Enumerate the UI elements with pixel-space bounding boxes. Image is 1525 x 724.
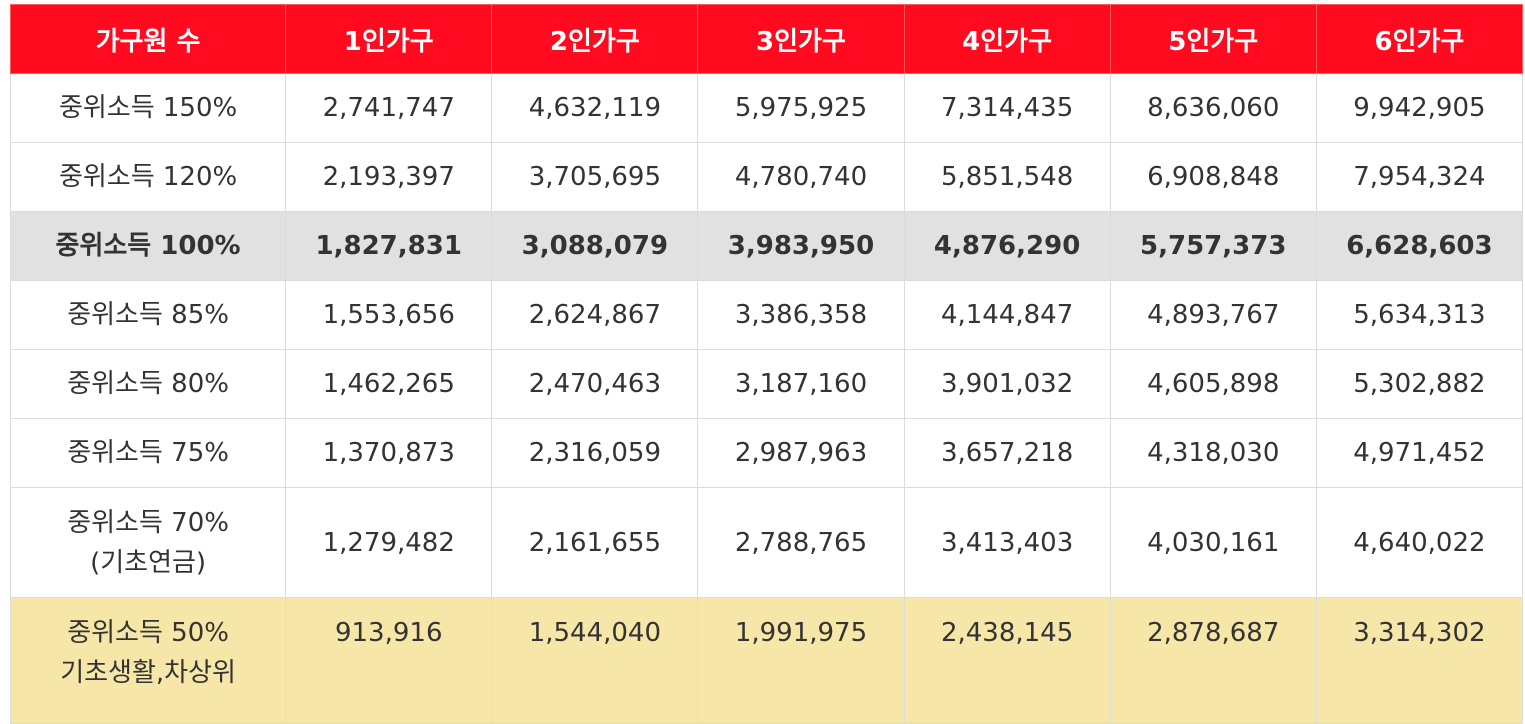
table-cell: 3,983,950 [697, 211, 905, 281]
row-label: 중위소득 80% [9, 349, 287, 419]
table-cell: 2,788,765 [697, 487, 905, 598]
row-label: 중위소득 75% [9, 418, 287, 488]
table-cell: 5,975,925 [697, 73, 905, 143]
table-cell: 3,088,079 [491, 211, 699, 281]
table-cell: 1,827,831 [285, 211, 493, 281]
table-row: 중위소득 70% (기초연금) 1,279,482 2,161,655 2,78… [9, 487, 1524, 598]
table-cell: 2,878,687 [1109, 597, 1317, 724]
table-cell: 4,640,022 [1315, 487, 1524, 598]
row-label: 중위소득 50% 기초생활,차상위 [9, 597, 287, 724]
table-cell: 4,971,452 [1315, 418, 1524, 488]
row-label-line: (기초연금) [90, 547, 207, 578]
table-cell: 2,161,655 [491, 487, 699, 598]
table-cell: 1,370,873 [285, 418, 493, 488]
table-cell: 3,705,695 [491, 142, 699, 212]
row-label: 중위소득 150% [9, 73, 287, 143]
table-cell: 7,954,324 [1315, 142, 1524, 212]
table-row-highlighted: 중위소득 100% 1,827,831 3,088,079 3,983,950 … [9, 211, 1524, 281]
table-cell: 4,605,898 [1109, 349, 1317, 419]
table-row-basic-living: 중위소득 50% 기초생활,차상위 913,916 1,544,040 1,99… [9, 597, 1524, 724]
table-cell: 3,901,032 [903, 349, 1111, 419]
table-cell: 4,144,847 [903, 280, 1111, 350]
table-cell: 4,893,767 [1109, 280, 1317, 350]
table-cell: 2,193,397 [285, 142, 493, 212]
table-cell: 9,942,905 [1315, 73, 1524, 143]
table-cell: 2,438,145 [903, 597, 1111, 724]
table-cell: 3,386,358 [697, 280, 905, 350]
table-cell: 4,632,119 [491, 73, 699, 143]
row-label-line: 중위소득 50% [67, 618, 229, 648]
row-label: 중위소득 85% [9, 280, 287, 350]
table-cell: 2,316,059 [491, 418, 699, 488]
table-cell: 5,757,373 [1109, 211, 1317, 281]
table-cell: 1,991,975 [697, 597, 905, 724]
table-cell: 5,851,548 [903, 142, 1111, 212]
header-row: 가구원 수 1인가구 2인가구 3인가구 4인가구 5인가구 6인가구 [9, 4, 1524, 74]
row-label: 중위소득 70% (기초연금) [9, 487, 287, 598]
header-household-size: 가구원 수 [9, 4, 287, 74]
table-cell: 6,628,603 [1315, 211, 1524, 281]
table-cell: 4,318,030 [1109, 418, 1317, 488]
row-label: 중위소득 120% [9, 142, 287, 212]
header-4-person: 4인가구 [903, 4, 1111, 74]
table-cell: 3,413,403 [903, 487, 1111, 598]
table-cell: 3,657,218 [903, 418, 1111, 488]
table-cell: 913,916 [285, 597, 493, 724]
table-cell: 2,987,963 [697, 418, 905, 488]
table-cell: 1,553,656 [285, 280, 493, 350]
table-cell: 1,462,265 [285, 349, 493, 419]
table-cell: 4,030,161 [1109, 487, 1317, 598]
table-row: 중위소득 80% 1,462,265 2,470,463 3,187,160 3… [9, 349, 1524, 419]
table-cell: 6,908,848 [1109, 142, 1317, 212]
row-label-line: 기초생활,차상위 [60, 658, 236, 688]
table-row: 중위소득 85% 1,553,656 2,624,867 3,386,358 4… [9, 280, 1524, 350]
table-cell: 2,741,747 [285, 73, 493, 143]
table-row: 중위소득 120% 2,193,397 3,705,695 4,780,740 … [9, 142, 1524, 212]
table-cell: 5,634,313 [1315, 280, 1524, 350]
table-cell: 4,876,290 [903, 211, 1111, 281]
row-label-line: 중위소득 70% [67, 507, 229, 538]
header-2-person: 2인가구 [491, 4, 699, 74]
header-6-person: 6인가구 [1315, 4, 1524, 74]
table-cell: 3,187,160 [697, 349, 905, 419]
header-1-person: 1인가구 [285, 4, 493, 74]
table-cell: 8,636,060 [1109, 73, 1317, 143]
table-cell: 1,279,482 [285, 487, 493, 598]
table-cell: 1,544,040 [491, 597, 699, 724]
row-label: 중위소득 100% [9, 211, 287, 281]
table-cell: 2,624,867 [491, 280, 699, 350]
table-row: 중위소득 150% 2,741,747 4,632,119 5,975,925 … [9, 73, 1524, 143]
table-cell: 5,302,882 [1315, 349, 1524, 419]
table-cell: 7,314,435 [903, 73, 1111, 143]
table-cell: 4,780,740 [697, 142, 905, 212]
table-cell: 3,314,302 [1315, 597, 1524, 724]
header-5-person: 5인가구 [1109, 4, 1317, 74]
table-row: 중위소득 75% 1,370,873 2,316,059 2,987,963 3… [9, 418, 1524, 488]
median-income-table: 가구원 수 1인가구 2인가구 3인가구 4인가구 5인가구 6인가구 중위소득… [9, 4, 1524, 724]
header-3-person: 3인가구 [697, 4, 905, 74]
table-cell: 2,470,463 [491, 349, 699, 419]
